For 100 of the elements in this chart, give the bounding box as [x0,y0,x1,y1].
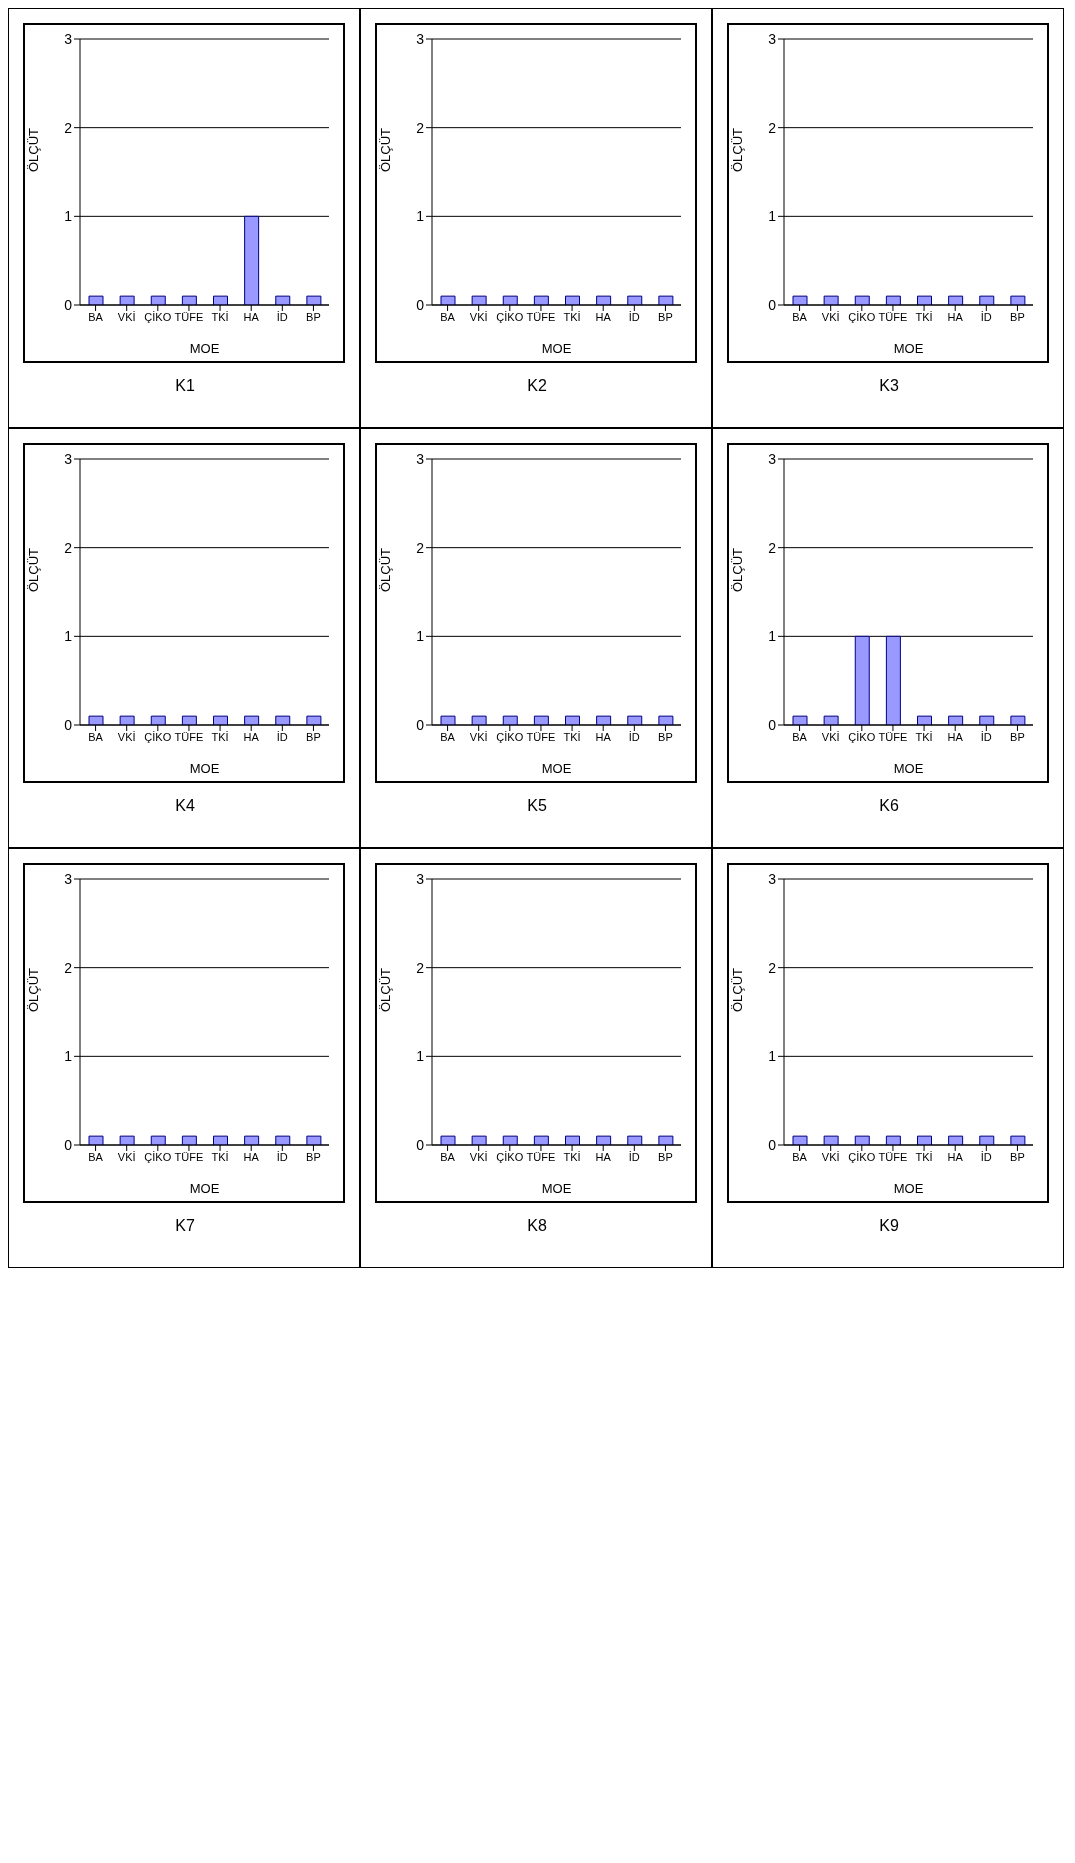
x-tick-label: İD [276,310,288,323]
x-tick-label: BA [88,730,104,743]
y-tick-label: 3 [768,870,777,887]
x-tick-label: ÇİKO [496,730,524,743]
y-axis-title: ÖLÇÜT [377,127,393,172]
x-tick-label: HA [595,730,612,743]
x-tick-label: HA [947,1150,964,1163]
y-tick-label: 0 [416,716,425,733]
x-tick-label: TKİ [915,310,933,323]
y-tick-label: 3 [64,30,73,47]
x-tick-label: TKİ [211,310,229,323]
x-tick-label: HA [947,310,964,323]
x-axis-title: MOE [189,761,220,776]
x-tick-label: BP [1010,310,1025,323]
x-tick-label: BP [658,1150,673,1163]
x-tick-label: VKİ [821,1150,840,1163]
y-tick-label: 0 [768,296,777,313]
y-tick-label: 1 [768,628,777,645]
x-tick-label: BP [658,730,673,743]
y-tick-label: 3 [416,30,425,47]
x-tick-label: TKİ [563,730,581,743]
x-tick-label: ÇİKO [848,730,876,743]
x-tick-label: TÜFE [878,310,908,323]
x-tick-label: BA [440,310,456,323]
x-tick-label: VKİ [117,310,136,323]
text: K2 [526,377,548,395]
y-tick-label: 0 [416,1136,425,1153]
x-tick-label: HA [243,730,260,743]
x-tick-label: BP [1010,1150,1025,1163]
y-axis-title: ÖLÇÜT [729,967,745,1012]
y-tick-label: 2 [768,959,777,976]
y-tick-label: 1 [416,628,425,645]
y-tick-label: 0 [64,1136,73,1153]
y-tick-label: 2 [416,539,425,556]
x-tick-label: TKİ [211,1150,229,1163]
y-tick-label: 0 [64,716,73,733]
x-tick-label: VKİ [117,730,136,743]
x-axis-title: MOE [541,1181,572,1196]
x-tick-label: ÇİKO [496,310,524,323]
text: K6 [878,797,900,815]
x-tick-label: BA [440,730,456,743]
text: K3 [878,377,900,395]
x-tick-label: HA [243,310,260,323]
x-tick-label: ÇİKO [144,310,172,323]
x-tick-label: İD [628,730,640,743]
x-tick-label: TÜFE [878,1150,908,1163]
y-tick-label: 2 [416,119,425,136]
x-tick-label: HA [595,310,612,323]
y-tick-label: 3 [768,450,777,467]
x-axis-title: MOE [189,341,220,356]
y-tick-label: 1 [416,1048,425,1065]
y-tick-label: 1 [416,208,425,225]
x-tick-label: BA [792,310,808,323]
x-tick-label: BA [792,1150,808,1163]
y-tick-label: 3 [768,30,777,47]
y-axis-title: ÖLÇÜT [377,547,393,592]
x-tick-label: BA [440,1150,456,1163]
x-axis-title: MOE [893,761,924,776]
x-tick-label: BP [658,310,673,323]
text: K8 [526,1217,548,1235]
y-tick-label: 2 [768,119,777,136]
text: K1 [174,377,196,395]
y-tick-label: 3 [64,450,73,467]
x-tick-label: TÜFE [878,730,908,743]
x-tick-label: BP [306,310,321,323]
y-tick-label: 2 [64,539,73,556]
x-tick-label: ÇİKO [848,1150,876,1163]
x-tick-label: İD [628,310,640,323]
y-tick-label: 1 [768,208,777,225]
y-tick-label: 1 [64,628,73,645]
x-tick-label: TÜFE [174,310,204,323]
y-tick-label: 2 [768,539,777,556]
x-tick-label: ÇİKO [144,1150,172,1163]
y-axis-title: ÖLÇÜT [377,967,393,1012]
x-tick-label: İD [276,1150,288,1163]
text: K5 [526,797,548,815]
x-tick-label: TKİ [211,730,229,743]
x-tick-label: İD [628,1150,640,1163]
y-tick-label: 0 [64,296,73,313]
y-axis-title: ÖLÇÜT [25,127,41,172]
y-tick-label: 0 [768,716,777,733]
x-tick-label: ÇİKO [848,310,876,323]
text: K4 [174,797,196,815]
x-tick-label: HA [595,1150,612,1163]
y-tick-label: 1 [64,208,73,225]
x-tick-label: ÇİKO [144,730,172,743]
x-axis-title: MOE [541,341,572,356]
x-tick-label: BP [306,1150,321,1163]
x-tick-label: TÜFE [526,310,556,323]
x-tick-label: İD [980,310,992,323]
x-tick-label: TÜFE [174,730,204,743]
x-tick-label: TKİ [563,1150,581,1163]
x-axis-title: MOE [541,761,572,776]
x-tick-label: BP [306,730,321,743]
x-tick-label: VKİ [821,310,840,323]
x-tick-label: VKİ [469,1150,488,1163]
x-tick-label: VKİ [469,310,488,323]
y-tick-label: 2 [64,119,73,136]
x-tick-label: İD [980,1150,992,1163]
y-tick-label: 0 [416,296,425,313]
